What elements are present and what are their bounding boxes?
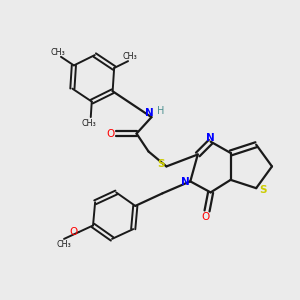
Text: O: O bbox=[201, 212, 210, 222]
Text: O: O bbox=[106, 129, 114, 139]
Text: S: S bbox=[259, 185, 266, 195]
Text: H: H bbox=[157, 106, 164, 116]
Text: CH₃: CH₃ bbox=[81, 119, 96, 128]
Text: CH₃: CH₃ bbox=[122, 52, 137, 61]
Text: N: N bbox=[206, 133, 214, 143]
Text: CH₃: CH₃ bbox=[57, 240, 71, 249]
Text: N: N bbox=[145, 108, 154, 118]
Text: CH₃: CH₃ bbox=[50, 48, 65, 57]
Text: S: S bbox=[157, 159, 165, 169]
Text: O: O bbox=[69, 227, 78, 237]
Text: N: N bbox=[181, 177, 189, 187]
